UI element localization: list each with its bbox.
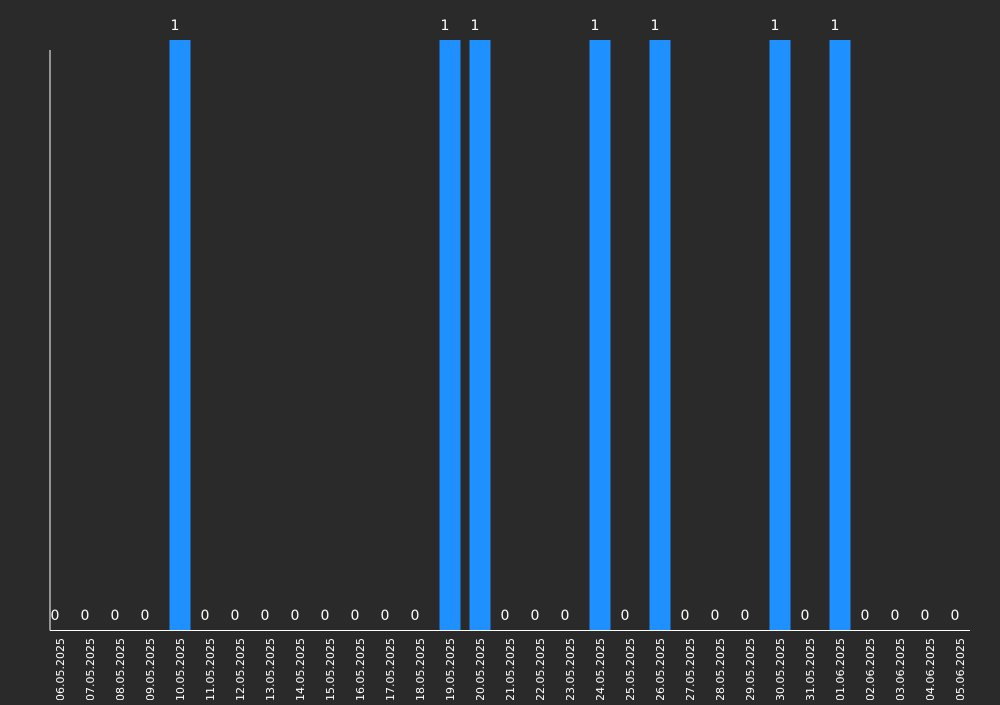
bar-20.05.2025 <box>469 40 491 630</box>
value-label: 0 <box>531 608 540 624</box>
x-tick-label: 17.05.2025 <box>384 638 397 700</box>
value-label: 0 <box>561 608 570 624</box>
x-tick-label: 26.05.2025 <box>654 638 667 700</box>
value-label: 0 <box>111 608 120 624</box>
x-tick-label: 24.05.2025 <box>594 638 607 700</box>
x-tick-label: 08.05.2025 <box>114 638 127 700</box>
value-label: 0 <box>261 608 270 624</box>
x-tick-label: 29.05.2025 <box>744 638 757 700</box>
value-label: 0 <box>501 608 510 624</box>
bar-01.06.2025 <box>829 40 851 630</box>
x-tick-label: 16.05.2025 <box>354 638 367 700</box>
value-label: 0 <box>351 608 360 624</box>
x-tick-label: 23.05.2025 <box>564 638 577 700</box>
value-label: 0 <box>741 608 750 624</box>
value-label: 1 <box>171 18 180 34</box>
bar-19.05.2025 <box>439 40 461 630</box>
value-label: 0 <box>51 608 60 624</box>
bar-30.05.2025 <box>769 40 791 630</box>
value-labels-layer: 0 0 0 0 1 0 0 0 0 0 0 0 0 1 1 0 0 0 1 0 1 0 0 0 1 0 1 0 0 0 0 <box>51 18 960 624</box>
bar-26.05.2025 <box>649 40 671 630</box>
value-label: 1 <box>831 18 840 34</box>
x-tick-label: 19.05.2025 <box>444 638 457 700</box>
bars-layer <box>169 40 851 630</box>
x-tick-label: 15.05.2025 <box>324 638 337 700</box>
value-label: 1 <box>591 18 600 34</box>
value-label: 0 <box>321 608 330 624</box>
x-tick-label: 12.05.2025 <box>234 638 247 700</box>
x-tick-label: 09.05.2025 <box>144 638 157 700</box>
value-label: 0 <box>711 608 720 624</box>
bar-10.05.2025 <box>169 40 191 630</box>
x-tick-label: 20.05.2025 <box>474 638 487 700</box>
value-label: 1 <box>771 18 780 34</box>
x-tick-label: 06.05.2025 <box>54 638 67 700</box>
value-label: 0 <box>891 608 900 624</box>
x-tick-label: 11.05.2025 <box>204 638 217 700</box>
value-label: 0 <box>951 608 960 624</box>
x-tick-label: 02.06.2025 <box>864 638 877 700</box>
value-label: 0 <box>231 608 240 624</box>
value-label: 0 <box>81 608 90 624</box>
x-tick-label: 14.05.2025 <box>294 638 307 700</box>
value-label: 0 <box>411 608 420 624</box>
bar-24.05.2025 <box>589 40 611 630</box>
x-tick-label: 31.05.2025 <box>804 638 817 700</box>
value-label: 1 <box>441 18 450 34</box>
value-label: 1 <box>651 18 660 34</box>
value-label: 0 <box>291 608 300 624</box>
value-label: 0 <box>201 608 210 624</box>
value-label: 0 <box>381 608 390 624</box>
x-tick-label: 22.05.2025 <box>534 638 547 700</box>
x-tick-labels-layer: 06.05.2025 07.05.2025 08.05.2025 09.05.2025… <box>54 638 967 701</box>
value-label: 0 <box>861 608 870 624</box>
x-tick-label: 25.05.2025 <box>624 638 637 700</box>
value-label: 1 <box>471 18 480 34</box>
x-tick-label: 21.05.2025 <box>504 638 517 700</box>
value-label: 0 <box>141 608 150 624</box>
value-label: 0 <box>921 608 930 624</box>
x-tick-label: 18.05.2025 <box>414 638 427 700</box>
value-label: 0 <box>801 608 810 624</box>
x-tick-label: 03.06.2025 <box>894 638 907 700</box>
x-tick-label: 30.05.2025 <box>774 638 787 700</box>
x-tick-label: 05.06.2025 <box>954 638 967 700</box>
value-label: 0 <box>621 608 630 624</box>
x-tick-label: 04.06.2025 <box>924 638 937 700</box>
x-tick-label: 07.05.2025 <box>84 638 97 700</box>
x-tick-label: 10.05.2025 <box>174 638 187 700</box>
x-tick-label: 28.05.2025 <box>714 638 727 700</box>
x-tick-label: 13.05.2025 <box>264 638 277 700</box>
x-tick-label: 01.06.2025 <box>834 638 847 700</box>
x-tick-label: 27.05.2025 <box>684 638 697 700</box>
value-label: 0 <box>681 608 690 624</box>
